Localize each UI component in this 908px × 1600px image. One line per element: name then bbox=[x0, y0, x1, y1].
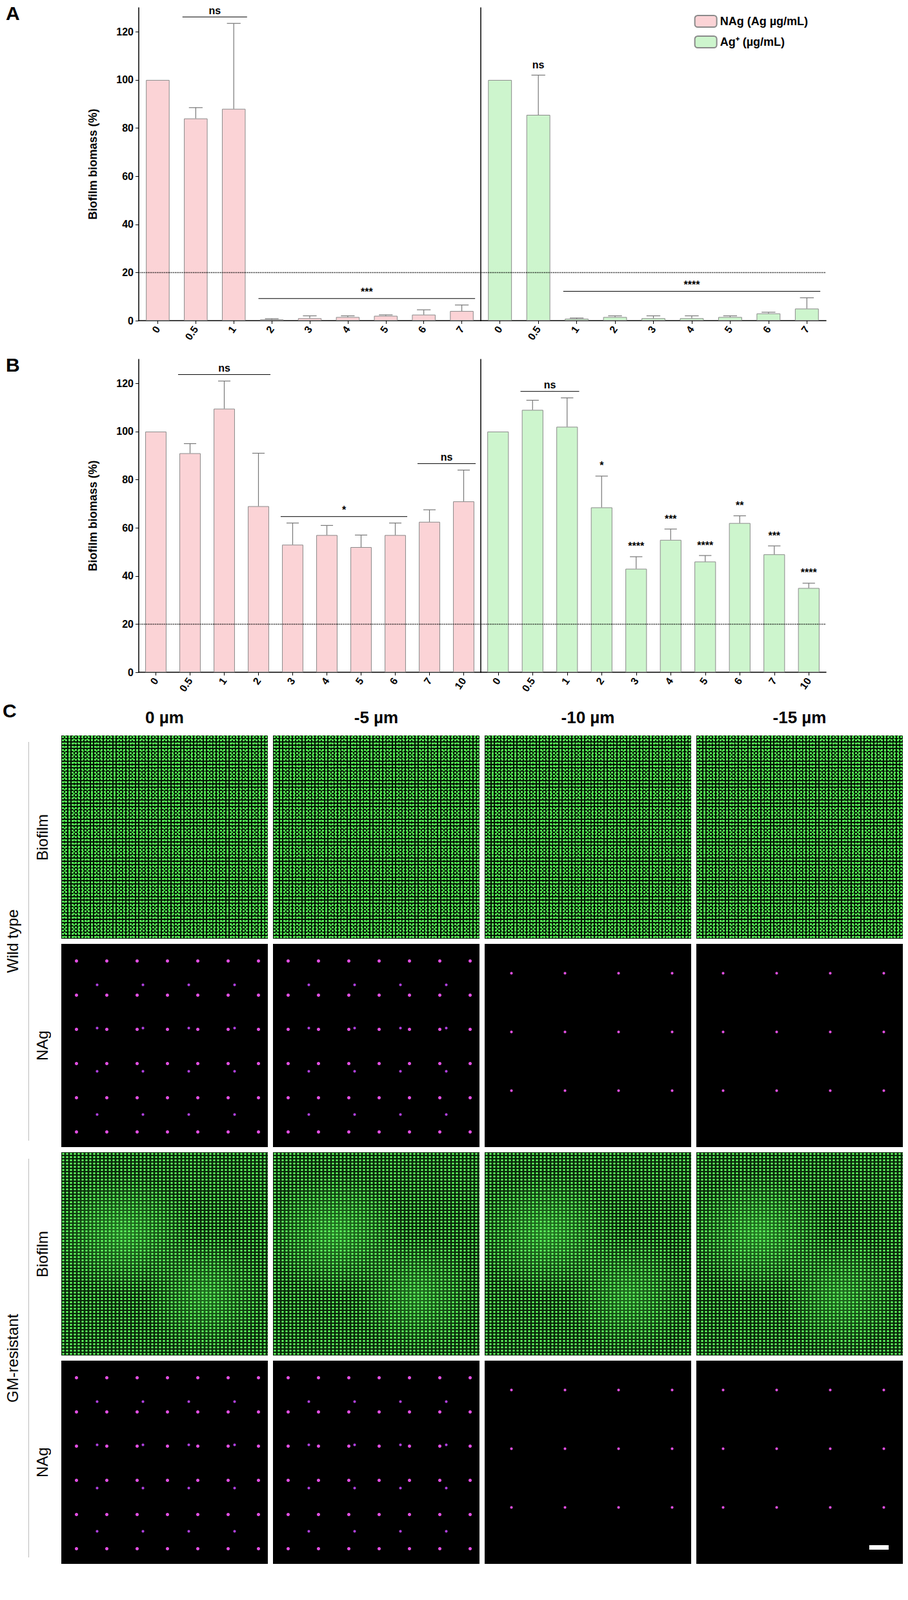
svg-text:Biofilm biomass (%): Biofilm biomass (%) bbox=[86, 460, 100, 572]
svg-text:1: 1 bbox=[216, 675, 229, 687]
svg-text:5: 5 bbox=[697, 675, 710, 687]
svg-text:ns: ns bbox=[440, 451, 454, 463]
svg-text:****: **** bbox=[696, 540, 714, 552]
svg-text:3: 3 bbox=[302, 323, 315, 335]
svg-text:0.5: 0.5 bbox=[525, 323, 543, 343]
svg-text:B: B bbox=[5, 354, 21, 376]
svg-text:ns: ns bbox=[218, 362, 231, 374]
svg-text:6: 6 bbox=[760, 323, 774, 335]
html-text:-10 µm: -10 µm bbox=[561, 707, 615, 728]
svg-text:100: 100 bbox=[116, 74, 134, 86]
svg-text:100: 100 bbox=[116, 425, 134, 437]
svg-text:60: 60 bbox=[121, 171, 134, 182]
svg-text:7: 7 bbox=[798, 323, 812, 335]
svg-text:40: 40 bbox=[121, 218, 134, 230]
svg-text:ns: ns bbox=[532, 59, 545, 71]
svg-text:4: 4 bbox=[662, 675, 676, 687]
svg-text:*: * bbox=[599, 460, 605, 472]
html-text:Wild type: Wild type bbox=[3, 909, 22, 974]
html-text:GM-resistant: GM-resistant bbox=[3, 1314, 22, 1403]
svg-text:ns: ns bbox=[208, 5, 221, 17]
svg-text:3: 3 bbox=[645, 323, 658, 335]
svg-text:1: 1 bbox=[559, 675, 572, 687]
svg-text:120: 120 bbox=[116, 26, 134, 38]
svg-text:**: ** bbox=[735, 500, 745, 512]
svg-text:2: 2 bbox=[263, 323, 277, 335]
svg-text:0.5: 0.5 bbox=[177, 675, 195, 694]
svg-text:2: 2 bbox=[607, 323, 620, 335]
svg-text:***: *** bbox=[664, 513, 677, 525]
svg-text:6: 6 bbox=[731, 675, 745, 687]
html-text:NAg: NAg bbox=[33, 1030, 51, 1061]
svg-text:0.5: 0.5 bbox=[520, 675, 538, 694]
html-text:NAg: NAg bbox=[33, 1447, 51, 1478]
svg-text:****: **** bbox=[683, 279, 701, 291]
svg-text:3: 3 bbox=[628, 675, 641, 687]
html-text:C: C bbox=[2, 700, 17, 722]
svg-text:***: *** bbox=[767, 530, 781, 542]
svg-text:NAg (Ag µg/mL): NAg (Ag µg/mL) bbox=[720, 14, 808, 28]
svg-text:*: * bbox=[342, 504, 347, 516]
svg-text:80: 80 bbox=[121, 474, 134, 486]
svg-text:20: 20 bbox=[121, 267, 134, 279]
svg-text:0: 0 bbox=[492, 323, 505, 335]
svg-text:2: 2 bbox=[593, 675, 606, 687]
svg-text:4: 4 bbox=[684, 323, 697, 335]
svg-text:7: 7 bbox=[421, 675, 434, 687]
svg-text:40: 40 bbox=[121, 570, 134, 582]
svg-text:Biofilm biomass (%): Biofilm biomass (%) bbox=[86, 108, 100, 220]
svg-text:0: 0 bbox=[490, 675, 503, 687]
svg-text:0: 0 bbox=[147, 675, 161, 687]
svg-text:10: 10 bbox=[452, 675, 468, 692]
svg-text:Ag⁺ (µg/mL): Ag⁺ (µg/mL) bbox=[720, 35, 785, 49]
svg-text:****: **** bbox=[627, 540, 645, 552]
svg-text:2: 2 bbox=[250, 675, 263, 687]
svg-text:80: 80 bbox=[121, 122, 134, 134]
svg-text:0: 0 bbox=[149, 323, 162, 335]
svg-text:4: 4 bbox=[340, 323, 353, 335]
svg-text:A: A bbox=[5, 2, 21, 24]
svg-text:0.5: 0.5 bbox=[183, 323, 201, 343]
html-text:-5 µm: -5 µm bbox=[354, 707, 399, 728]
svg-text:0: 0 bbox=[127, 315, 134, 327]
svg-text:1: 1 bbox=[225, 323, 239, 335]
svg-text:10: 10 bbox=[797, 675, 814, 692]
svg-text:4: 4 bbox=[318, 675, 332, 687]
svg-text:6: 6 bbox=[387, 675, 400, 687]
svg-text:ns: ns bbox=[544, 379, 557, 391]
svg-text:***: *** bbox=[360, 286, 374, 298]
svg-text:5: 5 bbox=[378, 323, 391, 335]
svg-text:7: 7 bbox=[766, 675, 779, 687]
svg-text:5: 5 bbox=[722, 323, 735, 335]
svg-text:3: 3 bbox=[284, 675, 297, 687]
svg-text:6: 6 bbox=[416, 323, 429, 335]
html-text:-15 µm: -15 µm bbox=[772, 707, 827, 728]
svg-text:7: 7 bbox=[453, 323, 466, 335]
svg-text:0: 0 bbox=[127, 667, 134, 679]
html-text:Biofilm: Biofilm bbox=[33, 814, 51, 861]
html-text:Biofilm: Biofilm bbox=[33, 1230, 51, 1278]
svg-text:20: 20 bbox=[121, 618, 134, 630]
svg-text:****: **** bbox=[800, 567, 818, 579]
svg-text:5: 5 bbox=[353, 675, 366, 687]
html-text:0 µm: 0 µm bbox=[145, 707, 184, 728]
svg-text:60: 60 bbox=[121, 522, 134, 534]
svg-text:1: 1 bbox=[569, 323, 582, 335]
svg-text:120: 120 bbox=[116, 378, 134, 390]
